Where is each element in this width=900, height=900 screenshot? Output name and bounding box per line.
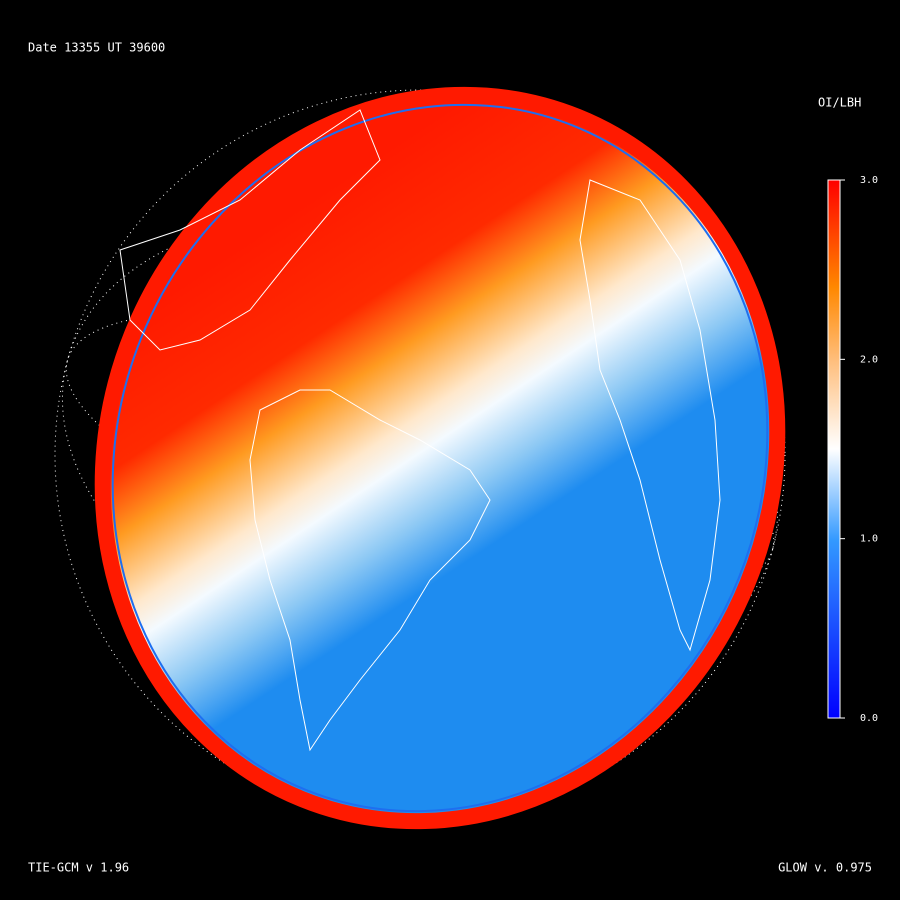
colorbar-tick-label: 2.0 (860, 354, 878, 365)
glow-label: GLOW v. 0.975 (778, 861, 872, 875)
colorbar-tick-label: 0.0 (860, 713, 878, 724)
colorbar-tick-label: 3.0 (860, 175, 878, 186)
date-label: Date 13355 UT 39600 (28, 41, 165, 55)
coastlines (119, 109, 721, 752)
colorbar (827, 179, 841, 719)
colorbar-title: OI/LBH (818, 96, 861, 110)
colorbar-tick-label: 1.0 (860, 534, 878, 545)
model-label: TIE-GCM v 1.96 (28, 861, 129, 875)
